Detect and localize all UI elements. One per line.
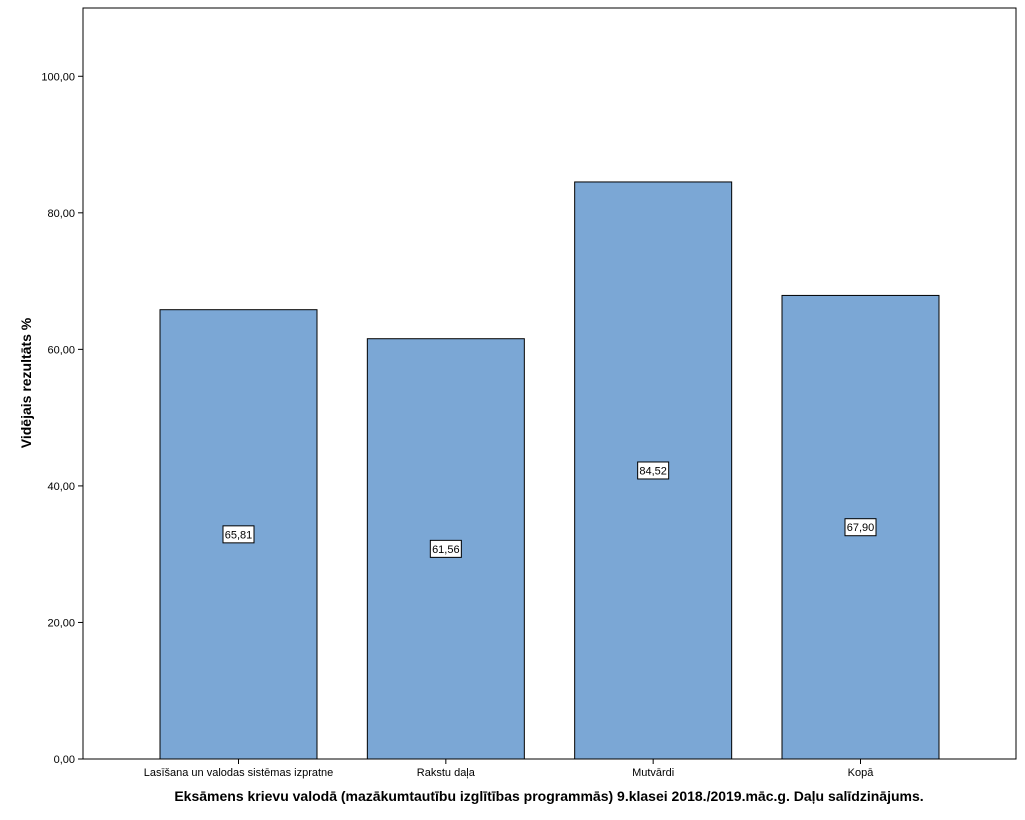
data-label: 65,81 bbox=[225, 529, 253, 541]
x-tick-label: Kopā bbox=[848, 767, 875, 779]
y-tick-label: 100,00 bbox=[41, 71, 75, 83]
y-axis-title: Vidējais rezultāts % bbox=[18, 317, 34, 448]
data-label: 61,56 bbox=[432, 544, 460, 556]
x-tick-label: Mutvārdi bbox=[632, 767, 674, 779]
y-tick-label: 80,00 bbox=[47, 208, 75, 220]
x-axis-title: Eksāmens krievu valodā (mazākumtautību i… bbox=[174, 788, 923, 804]
data-label-box bbox=[637, 461, 670, 480]
x-tick-label: Lasīšana un valodas sistēmas izpratne bbox=[144, 767, 334, 779]
bars-group: 65,81 61,56 84,52 67,90 bbox=[159, 181, 940, 760]
data-label-box bbox=[429, 539, 462, 558]
y-tick-label: 60,00 bbox=[47, 344, 75, 356]
data-label: 84,52 bbox=[639, 465, 667, 477]
x-axis: Lasīšana un valodas sistēmas izpratne Rak… bbox=[144, 759, 875, 779]
y-axis: 0,00 20,00 40,00 60,00 80,00 100,00 bbox=[41, 71, 83, 766]
data-label: 67,90 bbox=[847, 522, 875, 534]
data-label-box bbox=[844, 518, 877, 537]
x-tick-label: Rakstu daļa bbox=[417, 767, 476, 779]
y-tick-label: 20,00 bbox=[47, 617, 75, 629]
y-tick-label: 40,00 bbox=[47, 481, 75, 493]
data-label-box bbox=[222, 525, 255, 544]
y-tick-label: 0,00 bbox=[54, 754, 75, 766]
